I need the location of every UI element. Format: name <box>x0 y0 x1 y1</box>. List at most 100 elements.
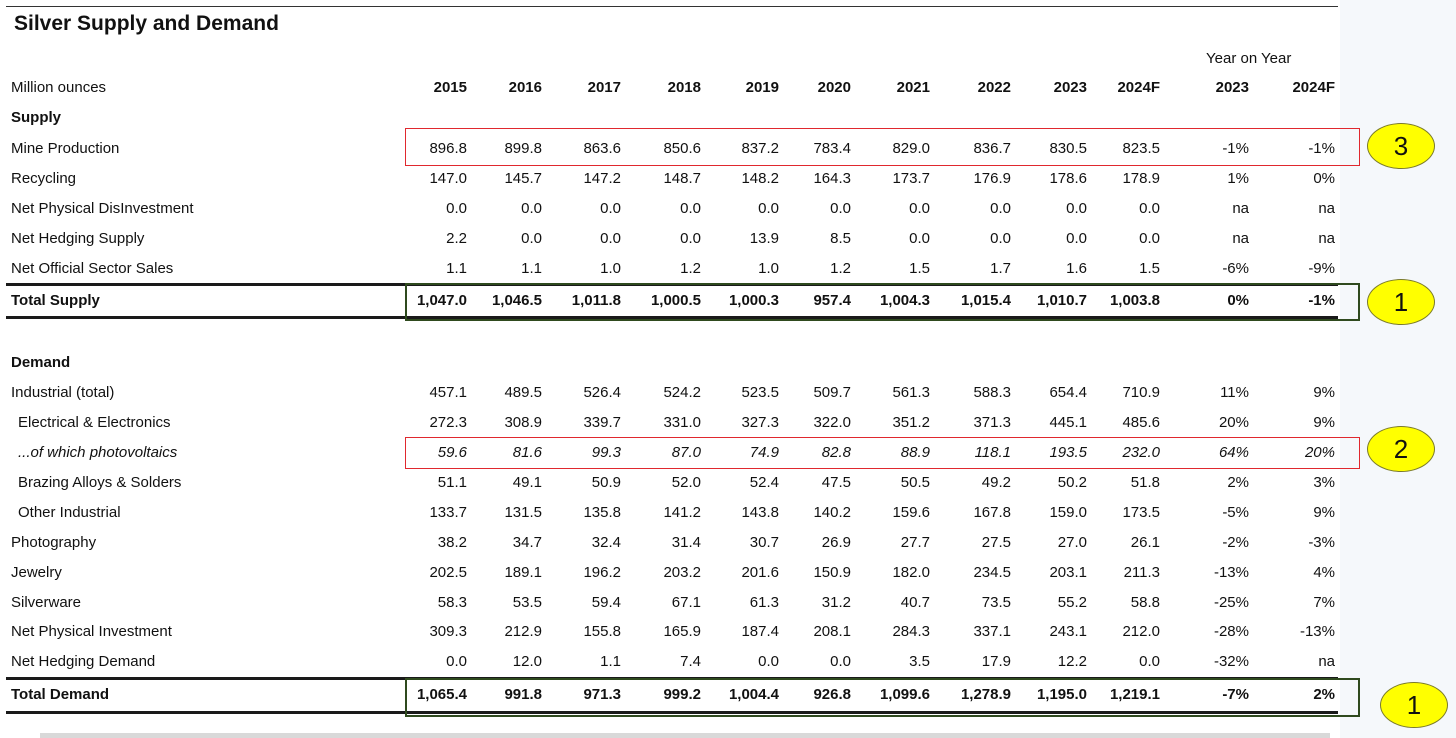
value-cell: 31.4 <box>671 534 701 551</box>
yoy-cell: 4% <box>1313 564 1335 581</box>
value-cell: 147.2 <box>583 170 621 187</box>
yoy-cell: 2% <box>1227 474 1249 491</box>
yoy-cell: -28% <box>1213 623 1249 640</box>
value-cell: 73.5 <box>981 594 1011 611</box>
value-cell: 203.1 <box>1049 564 1087 581</box>
value-cell: 331.0 <box>663 414 701 431</box>
value-cell: 13.9 <box>749 230 779 247</box>
value-cell: 309.3 <box>429 623 467 640</box>
value-cell: 34.7 <box>512 534 542 551</box>
value-cell: 47.5 <box>821 474 851 491</box>
callout-badge-2: 2 <box>1367 426 1435 472</box>
row-label: Net Official Sector Sales <box>11 260 174 277</box>
year-header: 2016 <box>508 79 542 96</box>
yoy-cell: 0% <box>1227 292 1249 309</box>
value-cell: 0.0 <box>446 653 467 670</box>
table-title: Silver Supply and Demand <box>14 12 279 35</box>
yoy-cell: -13% <box>1299 623 1335 640</box>
value-cell: 1,010.7 <box>1036 292 1087 309</box>
value-cell: 82.8 <box>821 444 851 461</box>
year-header: 2020 <box>817 79 851 96</box>
value-cell: 523.5 <box>741 384 779 401</box>
mine-production-highlight <box>405 128 1360 166</box>
table-row-jewelry: Jewelry 202.5 189.1 196.2 203.2 201.6 150.9 182… <box>0 558 1340 588</box>
year-header: 2019 <box>745 79 779 96</box>
value-cell: 0.0 <box>1066 230 1087 247</box>
value-cell: 457.1 <box>429 384 467 401</box>
value-cell: 1.1 <box>446 260 467 277</box>
value-cell: 863.6 <box>583 140 621 157</box>
value-cell: 971.3 <box>583 686 621 703</box>
horizontal-scrollbar[interactable] <box>40 733 1330 738</box>
value-cell: 131.5 <box>504 504 542 521</box>
value-cell: 524.2 <box>663 384 701 401</box>
yoy-cell: na <box>1318 653 1335 670</box>
value-cell: 189.1 <box>504 564 542 581</box>
value-cell: 1,195.0 <box>1036 686 1087 703</box>
year-header: 2024F <box>1117 79 1160 96</box>
yoy-cell: -25% <box>1213 594 1249 611</box>
value-cell: 308.9 <box>504 414 542 431</box>
value-cell: 12.2 <box>1057 653 1087 670</box>
value-cell: 1.5 <box>1139 260 1160 277</box>
yoy-cell: -2% <box>1222 534 1249 551</box>
value-cell: 212.9 <box>504 623 542 640</box>
value-cell: 339.7 <box>583 414 621 431</box>
value-cell: 52.0 <box>671 474 701 491</box>
yoy-cell: 64% <box>1218 444 1249 461</box>
value-cell: 135.8 <box>583 504 621 521</box>
value-cell: 0.0 <box>909 230 930 247</box>
value-cell: 51.1 <box>437 474 467 491</box>
value-cell: 55.2 <box>1057 594 1087 611</box>
year-header: 2023 <box>1053 79 1087 96</box>
total-demand-highlight <box>405 678 1360 717</box>
yoy-cell: -9% <box>1308 260 1335 277</box>
value-cell: 0.0 <box>446 200 467 217</box>
value-cell: 88.9 <box>900 444 930 461</box>
year-header: 2015 <box>433 79 467 96</box>
value-cell: 509.7 <box>813 384 851 401</box>
value-cell: 173.7 <box>892 170 930 187</box>
value-cell: 49.2 <box>981 474 1011 491</box>
table-row-recycling: Recycling 147.0 145.7 147.2 148.7 148.2 164.3 1… <box>0 164 1340 194</box>
row-label: Jewelry <box>11 564 62 581</box>
value-cell: 0.0 <box>680 200 701 217</box>
yoy-cell: 0% <box>1313 170 1335 187</box>
value-cell: 837.2 <box>741 140 779 157</box>
value-cell: 991.8 <box>504 686 542 703</box>
value-cell: 0.0 <box>1066 200 1087 217</box>
value-cell: 561.3 <box>892 384 930 401</box>
yoy-cell: na <box>1318 230 1335 247</box>
yoy-cell: na <box>1318 200 1335 217</box>
yoy-cell: 1% <box>1227 170 1249 187</box>
value-cell: 147.0 <box>429 170 467 187</box>
table-header-row: Million ounces 2015 2016 2017 2018 2019 2020 20… <box>0 73 1340 103</box>
value-cell: 38.2 <box>437 534 467 551</box>
yoy-cell: 3% <box>1313 474 1335 491</box>
value-cell: 182.0 <box>892 564 930 581</box>
yoy-cell: 7% <box>1313 594 1335 611</box>
year-header: 2018 <box>667 79 701 96</box>
value-cell: 654.4 <box>1049 384 1087 401</box>
value-cell: 159.0 <box>1049 504 1087 521</box>
yoy-cell: -3% <box>1308 534 1335 551</box>
value-cell: 81.6 <box>512 444 542 461</box>
value-cell: 1,047.0 <box>416 292 467 309</box>
value-cell: 212.0 <box>1122 623 1160 640</box>
value-cell: 322.0 <box>813 414 851 431</box>
value-cell: 50.2 <box>1057 474 1087 491</box>
value-cell: 202.5 <box>429 564 467 581</box>
value-cell: 1,278.9 <box>960 686 1011 703</box>
value-cell: 118.1 <box>974 444 1011 461</box>
value-cell: 27.5 <box>981 534 1011 551</box>
yoy-cell: 2% <box>1313 686 1335 703</box>
value-cell: 351.2 <box>892 414 930 431</box>
value-cell: 327.3 <box>741 414 779 431</box>
section-heading-demand: Demand <box>0 348 1340 378</box>
value-cell: 957.4 <box>813 292 851 309</box>
value-cell: 371.3 <box>973 414 1011 431</box>
value-cell: 52.4 <box>749 474 779 491</box>
value-cell: 0.0 <box>600 230 621 247</box>
yoy-cell: -6% <box>1222 260 1249 277</box>
yoy-cell: -1% <box>1222 140 1249 157</box>
